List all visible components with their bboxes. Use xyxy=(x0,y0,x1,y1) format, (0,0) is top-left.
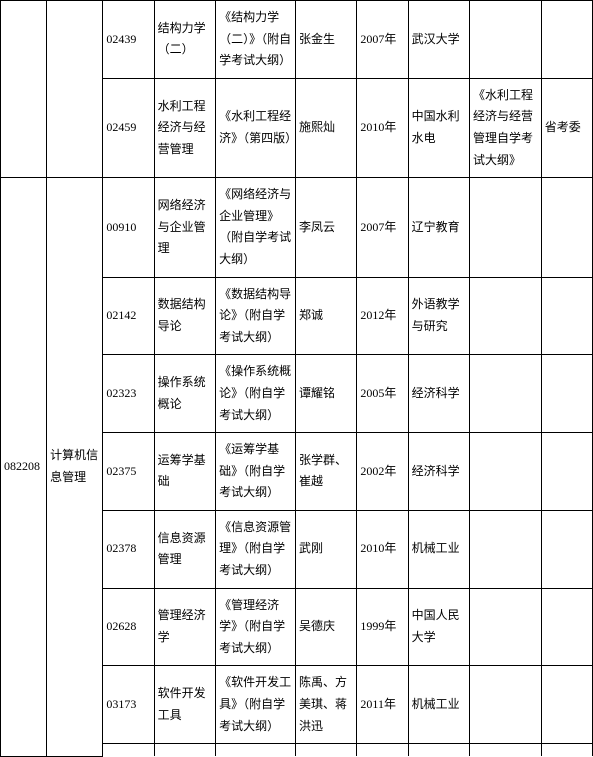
cell-textbook: 《操作系统概论》（附自学考试大纲） xyxy=(216,355,296,433)
cell-publisher: 外语教学与研究 xyxy=(408,277,469,355)
cell-outline xyxy=(470,510,542,588)
cell-outline: 《水利工程经济与经营管理自学考试大纲》 xyxy=(470,78,542,177)
cell-course-name xyxy=(154,744,215,757)
cell-org xyxy=(541,355,592,433)
cell-author: 郑诚 xyxy=(295,277,356,355)
cell-publisher xyxy=(408,744,469,757)
cell-textbook: 《软件开发工具》（附自学考试大纲） xyxy=(216,666,296,744)
cell-course-name: 水利工程经济与经营管理 xyxy=(154,78,215,177)
cell-course-code: 02323 xyxy=(103,355,154,433)
cell-publisher: 机械工业 xyxy=(408,510,469,588)
cell-publisher: 武汉大学 xyxy=(408,1,469,79)
cell-org xyxy=(541,744,592,757)
cell-publisher: 经济科学 xyxy=(408,433,469,511)
cell-year: 2007年 xyxy=(357,1,408,79)
cell-outline xyxy=(470,277,542,355)
cell-year xyxy=(357,744,408,757)
cell-textbook: 《网络经济与企业管理》（附自学考试大纲） xyxy=(216,178,296,277)
cell-course-code: 02628 xyxy=(103,588,154,666)
cell-year: 2002年 xyxy=(357,433,408,511)
cell-textbook: 《数据结构导论》（附自学考试大纲） xyxy=(216,277,296,355)
cell-course-code: 02142 xyxy=(103,277,154,355)
cell-outline xyxy=(470,178,542,277)
cell-author xyxy=(295,744,356,757)
cell-course-code: 02439 xyxy=(103,1,154,79)
cell-course-name: 操作系统概论 xyxy=(154,355,215,433)
cell-author: 施熙灿 xyxy=(295,78,356,177)
cell-course-name: 管理经济学 xyxy=(154,588,215,666)
cell-course-code: 03173 xyxy=(103,666,154,744)
cell-publisher: 辽宁教育 xyxy=(408,178,469,277)
cell-outline xyxy=(470,666,542,744)
cell-course-name: 结构力学（二） xyxy=(154,1,215,79)
cell-textbook: 《结构力学（二）》（附自学考试大纲） xyxy=(216,1,296,79)
cell-outline xyxy=(470,1,542,79)
cell-publisher: 经济科学 xyxy=(408,355,469,433)
cell-author: 吴德庆 xyxy=(295,588,356,666)
cell-outline xyxy=(470,744,542,757)
cell-major-name: 计算机信息管理 xyxy=(47,178,103,757)
cell-textbook: 《管理经济学》（附自学考试大纲） xyxy=(216,588,296,666)
cell-year: 2005年 xyxy=(357,355,408,433)
cell-outline xyxy=(470,588,542,666)
course-table: 02439 结构力学（二） 《结构力学（二）》（附自学考试大纲） 张金生 200… xyxy=(0,0,593,757)
cell-year: 2010年 xyxy=(357,510,408,588)
cell-course-name: 软件开发工具 xyxy=(154,666,215,744)
cell-author: 张金生 xyxy=(295,1,356,79)
cell-publisher: 机械工业 xyxy=(408,666,469,744)
cell-year: 2012年 xyxy=(357,277,408,355)
cell-org xyxy=(541,433,592,511)
cell-org xyxy=(541,588,592,666)
cell-org xyxy=(541,1,592,79)
cell-course-name: 网络经济与企业管理 xyxy=(154,178,215,277)
cell-course-name: 运筹学基础 xyxy=(154,433,215,511)
cell-major-code: 082208 xyxy=(1,178,47,757)
cell-course-code xyxy=(103,744,154,757)
cell-textbook: 《信息资源管理》（附自学考试大纲） xyxy=(216,510,296,588)
cell-course-code: 00910 xyxy=(103,178,154,277)
cell-course-name: 数据结构导论 xyxy=(154,277,215,355)
table-row: 02439 结构力学（二） 《结构力学（二）》（附自学考试大纲） 张金生 200… xyxy=(1,1,593,79)
cell-org xyxy=(541,277,592,355)
cell-org: 省考委 xyxy=(541,78,592,177)
cell-major-code xyxy=(1,1,47,178)
cell-textbook xyxy=(216,744,296,757)
cell-textbook: 《水利工程经济》（第四版） xyxy=(216,78,296,177)
cell-org xyxy=(541,178,592,277)
cell-author: 武刚 xyxy=(295,510,356,588)
cell-year: 1999年 xyxy=(357,588,408,666)
cell-year: 2011年 xyxy=(357,666,408,744)
cell-major-name xyxy=(47,1,103,178)
cell-author: 李凤云 xyxy=(295,178,356,277)
cell-textbook: 《运筹学基础》（附自学考试大纲） xyxy=(216,433,296,511)
table-row: 082208 计算机信息管理 00910 网络经济与企业管理 《网络经济与企业管… xyxy=(1,178,593,277)
cell-publisher: 中国水利水电 xyxy=(408,78,469,177)
cell-course-code: 02459 xyxy=(103,78,154,177)
cell-org xyxy=(541,666,592,744)
cell-outline xyxy=(470,355,542,433)
cell-course-code: 02378 xyxy=(103,510,154,588)
cell-author: 陈禹、方美琪、蒋洪迅 xyxy=(295,666,356,744)
cell-year: 2007年 xyxy=(357,178,408,277)
cell-author: 谭耀铭 xyxy=(295,355,356,433)
cell-org xyxy=(541,510,592,588)
cell-course-code: 02375 xyxy=(103,433,154,511)
cell-course-name: 信息资源管理 xyxy=(154,510,215,588)
cell-publisher: 中国人民大学 xyxy=(408,588,469,666)
cell-outline xyxy=(470,433,542,511)
cell-author: 张学群、崔越 xyxy=(295,433,356,511)
cell-year: 2010年 xyxy=(357,78,408,177)
